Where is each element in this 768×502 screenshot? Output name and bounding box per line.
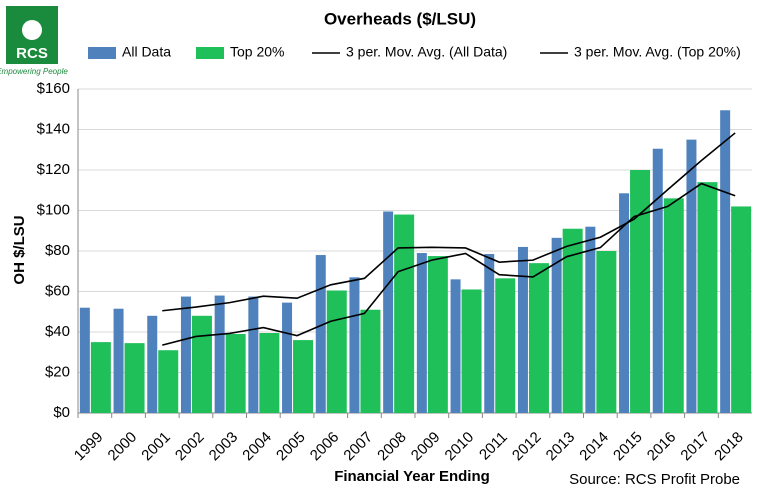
- x-tick-label: 2003: [206, 429, 242, 465]
- x-tick-label: 2007: [340, 429, 376, 465]
- bar: [349, 277, 360, 413]
- y-tick-label: $60: [45, 282, 70, 299]
- x-tick-label: 2018: [711, 429, 747, 465]
- bar: [293, 340, 314, 413]
- bar: [686, 139, 697, 413]
- legend-label: Top 20%: [230, 44, 284, 60]
- legend-label: 3 per. Mov. Avg. (All Data): [346, 44, 507, 60]
- bar: [282, 302, 293, 413]
- legend-label: 3 per. Mov. Avg. (Top 20%): [574, 44, 741, 60]
- bar: [90, 342, 111, 413]
- x-tick-label: 2012: [509, 429, 545, 465]
- bar: [585, 226, 596, 413]
- source-note: Source: RCS Profit Probe: [569, 471, 740, 488]
- y-axis-title: OH $/LSU: [11, 215, 28, 284]
- bar: [180, 296, 191, 413]
- bar: [697, 182, 718, 413]
- x-tick-label: 2005: [273, 429, 309, 465]
- bar: [191, 315, 212, 413]
- x-tick-label: 2016: [644, 429, 680, 465]
- x-tick-label: 2009: [408, 429, 444, 465]
- bar: [326, 290, 347, 413]
- x-tick-label: 2013: [543, 429, 579, 465]
- bar: [360, 309, 381, 413]
- bar: [630, 170, 651, 413]
- x-tick-label: 2001: [138, 429, 174, 465]
- bar: [259, 333, 280, 413]
- bar: [495, 278, 516, 413]
- moving-average-line: [162, 182, 736, 346]
- bar: [596, 251, 617, 413]
- bar: [225, 334, 246, 413]
- chart-title: Overheads ($/LSU): [324, 9, 476, 28]
- x-tick-label: 2000: [105, 429, 141, 465]
- y-tick-label: $20: [45, 363, 70, 380]
- legend-swatch: [196, 47, 224, 59]
- bar: [652, 148, 663, 414]
- bar: [528, 263, 549, 413]
- y-tick-label: $120: [37, 161, 70, 178]
- bar: [450, 279, 461, 413]
- x-tick-label: 2014: [576, 429, 612, 465]
- x-axis-title: Financial Year Ending: [334, 468, 490, 485]
- bar: [147, 315, 158, 413]
- x-tick-label: 2015: [610, 429, 646, 465]
- x-tick-label: 2008: [374, 429, 410, 465]
- legend-label: All Data: [122, 44, 171, 60]
- x-tick-label: 2004: [239, 429, 275, 465]
- bar: [394, 214, 415, 413]
- bar: [79, 307, 90, 413]
- bar: [383, 211, 394, 413]
- bar: [248, 296, 259, 413]
- logo: RCS Empowering People: [0, 6, 68, 76]
- bar: [517, 246, 528, 413]
- bar: [427, 256, 448, 413]
- bar: [158, 350, 179, 413]
- bar: [124, 343, 145, 413]
- y-tick-label: $100: [37, 201, 70, 218]
- logo-sun: [22, 20, 42, 40]
- y-tick-label: $160: [37, 80, 70, 97]
- bar: [315, 255, 326, 413]
- bar: [619, 193, 630, 413]
- x-tick-label: 2017: [677, 429, 713, 465]
- bar: [113, 308, 124, 413]
- x-tick-label: 2010: [442, 429, 478, 465]
- y-tick-label: $40: [45, 323, 70, 340]
- bar: [562, 228, 583, 413]
- bar: [720, 110, 731, 413]
- bar: [663, 198, 684, 413]
- bar: [731, 206, 752, 413]
- logo-tagline: Empowering People: [0, 67, 68, 76]
- bar: [214, 295, 225, 413]
- x-tick-label: 1999: [71, 429, 107, 465]
- bar: [551, 237, 562, 413]
- logo-name: RCS: [16, 45, 48, 62]
- x-tick-label: 2006: [307, 429, 343, 465]
- x-tick-label: 2011: [476, 429, 511, 464]
- bar: [461, 289, 482, 413]
- y-tick-label: $80: [45, 242, 70, 259]
- x-tick-label: 2002: [172, 429, 208, 465]
- bar: [484, 254, 495, 413]
- y-tick-label: $0: [53, 404, 70, 421]
- y-tick-label: $140: [37, 120, 70, 137]
- legend-swatch: [88, 47, 116, 59]
- bar: [416, 253, 427, 413]
